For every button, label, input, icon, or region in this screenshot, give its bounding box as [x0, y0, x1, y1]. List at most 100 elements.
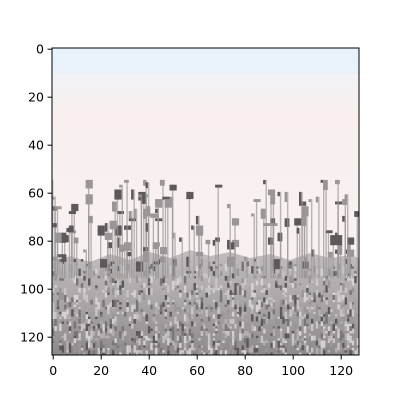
- grass-pixel: [294, 263, 297, 267]
- seed-head: [215, 184, 223, 188]
- grass-pixel: [162, 335, 165, 343]
- grass-stem: [318, 196, 320, 279]
- grass-pixel: [311, 347, 314, 353]
- grass-pixel: [152, 314, 156, 317]
- grass-pixel: [97, 299, 100, 307]
- grass-pixel: [342, 333, 345, 339]
- grass-pixel: [354, 275, 357, 284]
- grass-pixel: [52, 302, 55, 307]
- grass-pixel: [169, 328, 172, 331]
- grass-pixel: [306, 345, 309, 353]
- grass-pixel: [159, 302, 163, 305]
- grass-pixel: [337, 335, 340, 339]
- grass-pixel: [128, 316, 132, 322]
- grass-pixel: [212, 323, 216, 327]
- grass-pixel: [306, 309, 309, 315]
- grass-pixel: [112, 278, 115, 286]
- grass-pixel: [138, 345, 141, 351]
- grass-pixel: [85, 343, 88, 351]
- grass-pixel: [234, 283, 237, 288]
- grass-pixel: [318, 307, 321, 310]
- y-tick-label: 60: [28, 186, 44, 201]
- grass-pixel: [323, 290, 326, 293]
- grass-stem: [126, 179, 128, 279]
- grass-pixel: [88, 316, 91, 319]
- grass-pixel: [78, 328, 81, 336]
- grass-pixel: [200, 350, 204, 353]
- grass-pixel: [73, 311, 76, 315]
- seed-head: [284, 191, 287, 202]
- grass-stem: [246, 256, 248, 279]
- grass-pixel: [150, 338, 153, 341]
- grass-pixel: [311, 307, 314, 310]
- grass-pixel: [227, 350, 230, 353]
- grass-pixel: [66, 309, 69, 317]
- grass-pixel: [311, 323, 314, 331]
- grass-pixel: [231, 331, 235, 334]
- seed-head: [143, 208, 146, 219]
- grass-pixel: [171, 326, 175, 334]
- grass-pixel: [179, 275, 182, 284]
- seed-head: [212, 239, 216, 246]
- grass-pixel: [227, 328, 230, 331]
- grass-pixel: [112, 314, 115, 319]
- seed-head: [88, 261, 91, 269]
- grass-pixel: [344, 321, 347, 324]
- grass-pixel: [265, 352, 268, 355]
- seed-head: [315, 196, 319, 203]
- grass-pixel: [59, 287, 62, 293]
- grass-pixel: [104, 266, 108, 272]
- grass-pixel: [85, 316, 88, 324]
- grass-stem: [59, 254, 61, 279]
- grass-pixel: [339, 331, 343, 334]
- grass-pixel: [61, 287, 64, 293]
- grass-pixel: [253, 323, 256, 327]
- grass-pixel: [339, 309, 343, 317]
- grass-pixel: [260, 302, 264, 307]
- grass-pixel: [162, 287, 165, 291]
- grass-pixel: [347, 333, 350, 341]
- grass-pixel: [68, 316, 72, 324]
- grass-stem: [164, 196, 167, 279]
- grass-pixel: [191, 340, 194, 343]
- grass-pixel: [169, 338, 172, 343]
- grass-pixel: [215, 319, 218, 322]
- grass-pixel: [320, 340, 323, 348]
- seed-head: [325, 230, 333, 234]
- grass-pixel: [275, 319, 278, 327]
- grass-pixel: [313, 292, 316, 300]
- grass-pixel: [167, 343, 170, 351]
- grass-pixel: [270, 343, 273, 348]
- grass-pixel: [318, 321, 321, 324]
- grass-pixel: [219, 285, 223, 288]
- grass-pixel: [282, 292, 285, 295]
- grass-pixel: [174, 345, 177, 351]
- grass-pixel: [320, 326, 323, 329]
- grass-pixel: [85, 285, 88, 291]
- grass-pixel: [330, 335, 333, 341]
- grass-pixel: [186, 319, 189, 322]
- grass-pixel: [253, 292, 256, 298]
- seed-head: [227, 203, 230, 209]
- grass-pixel: [251, 283, 254, 291]
- grass-pixel: [243, 271, 247, 279]
- grass-pixel: [135, 340, 139, 343]
- grass-pixel: [131, 323, 134, 329]
- grass-pixel: [186, 263, 189, 272]
- grass-pixel: [205, 309, 208, 317]
- grass-pixel: [135, 350, 139, 355]
- grass-pixel: [332, 323, 335, 331]
- grass-pixel: [342, 316, 345, 319]
- grass-pixel: [323, 321, 326, 324]
- grass-pixel: [253, 347, 256, 353]
- grass-pixel: [52, 287, 55, 293]
- grass-pixel: [299, 323, 302, 327]
- grass-pixel: [212, 340, 216, 348]
- grass-stem: [162, 247, 164, 279]
- grass-pixel: [66, 343, 69, 351]
- grass-pixel: [308, 292, 311, 295]
- plot-frame: [51, 47, 360, 356]
- grass-pixel: [231, 311, 235, 317]
- grass-pixel: [236, 299, 240, 307]
- seed-head: [198, 225, 204, 236]
